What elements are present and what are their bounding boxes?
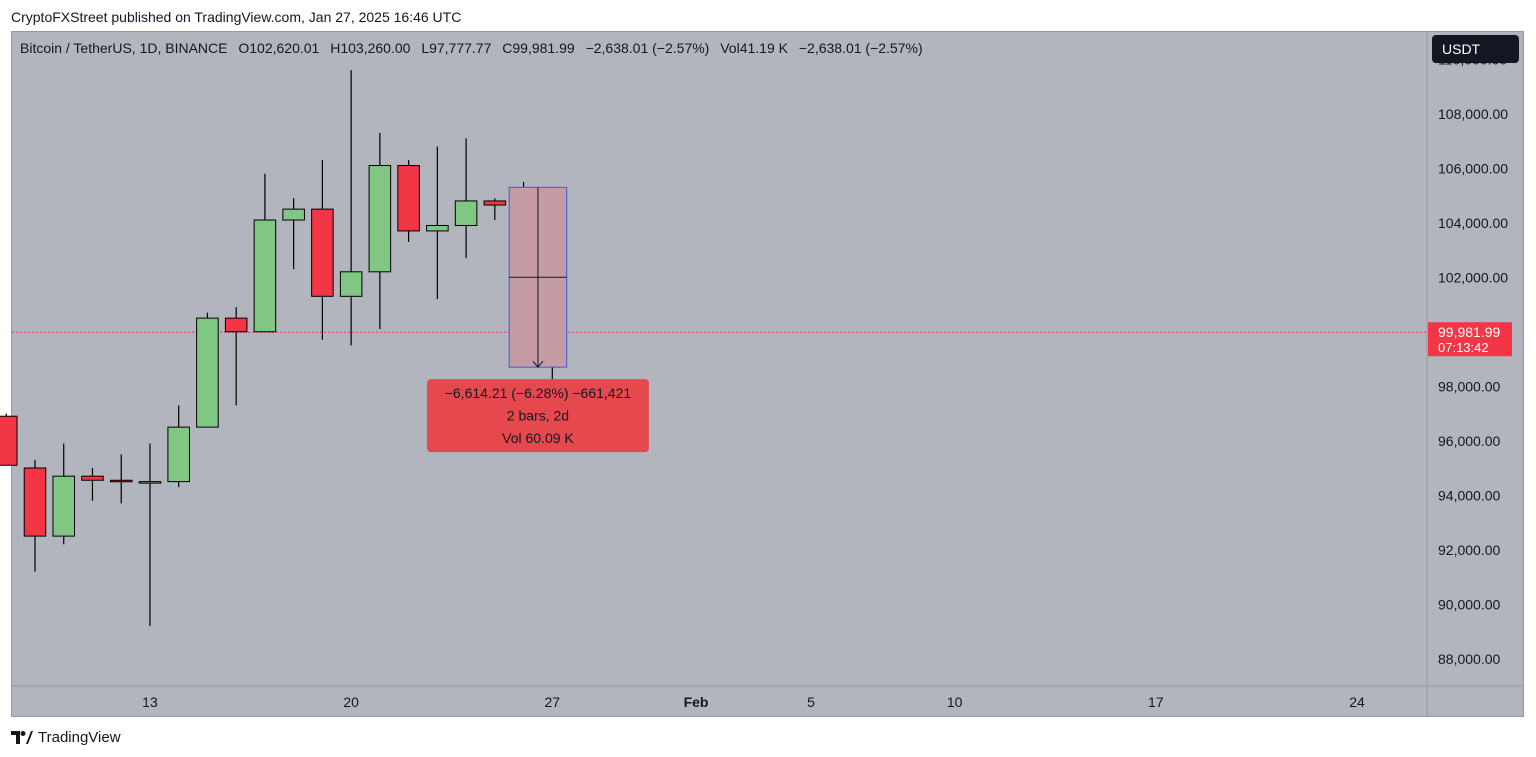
candle <box>23 459 47 572</box>
price-tick-label: 96,000.00 <box>1438 433 1500 449</box>
candle <box>253 173 277 333</box>
currency-button[interactable]: USDT <box>1432 35 1519 63</box>
candle <box>454 138 478 259</box>
tradingview-brand: TradingView <box>38 729 121 746</box>
price-tick-label: 94,000.00 <box>1438 487 1500 503</box>
candle <box>81 468 104 501</box>
legend-volume: Vol41.19 K <box>720 40 788 56</box>
candle-body <box>0 415 18 466</box>
countdown-label: 07:13:42 <box>1438 340 1489 355</box>
last-price-label: 99,981.99 <box>1438 324 1500 340</box>
legend-change: −2,638.01 (−2.57%) <box>585 40 710 56</box>
legend-low: L97,777.77 <box>421 40 492 56</box>
tradingview-logo[interactable]: TradingView <box>11 729 121 746</box>
price-tick-label: 102,000.00 <box>1438 269 1508 285</box>
legend-volume-change: −2,638.01 (−2.57%) <box>798 40 923 56</box>
candle <box>196 312 219 428</box>
price-tick-label: 104,000.00 <box>1438 215 1508 231</box>
measure-label-line: Vol 60.09 K <box>502 430 574 446</box>
candle <box>224 307 248 406</box>
legend-close: C99,981.99 <box>502 40 575 56</box>
tradingview-logo-icon <box>11 730 33 744</box>
measure-label-line: −6,614.21 (−6.28%) −661,421 <box>445 385 632 401</box>
publisher-line: CryptoFXStreet published on TradingView.… <box>11 9 462 25</box>
price-tick-label: 106,000.00 <box>1438 160 1508 176</box>
time-tick-label: 27 <box>545 694 561 710</box>
axes-layer: 88,000.00 90,000.00 92,000.00 94,000.00 96,0… <box>12 32 1523 716</box>
price-tick-label: 90,000.00 <box>1438 596 1500 612</box>
candle-body <box>454 200 478 226</box>
chart-pane[interactable] <box>11 31 1524 717</box>
measure-arrow-head <box>532 360 544 368</box>
candle <box>109 454 133 504</box>
candle-body <box>483 200 507 206</box>
price-tick-label: 92,000.00 <box>1438 542 1500 558</box>
legend-open: O102,620.01 <box>238 40 320 56</box>
last-price-badge <box>1428 322 1512 357</box>
price-tick-label: 98,000.00 <box>1438 378 1500 394</box>
price-tick-label: 88,000.00 <box>1438 651 1500 667</box>
candle <box>282 198 305 270</box>
candle <box>426 146 449 300</box>
candle-body <box>52 475 76 537</box>
price-tick-label: 108,000.00 <box>1438 106 1508 122</box>
candle-body <box>311 208 334 297</box>
candles-layer <box>0 70 564 627</box>
time-tick-label: 13 <box>142 694 158 710</box>
candle-body <box>224 317 248 333</box>
candle <box>368 132 392 330</box>
legend-symbol: Bitcoin / TetherUS, 1D, BINANCE <box>20 40 228 56</box>
time-tick-label: 10 <box>947 694 963 710</box>
candle <box>0 413 18 466</box>
candle-body <box>397 165 420 232</box>
measure-label-line: 2 bars, 2d <box>507 408 569 424</box>
candle-body <box>426 224 449 232</box>
candle <box>167 405 190 488</box>
candle-body <box>282 208 305 221</box>
candle-body <box>196 317 219 428</box>
measurement-layer: −6,614.21 (−6.28%) −661,421 2 bars, 2d Vol… <box>426 186 649 453</box>
candle <box>483 198 507 221</box>
candle-body <box>368 165 392 273</box>
measure-label-box <box>426 379 649 453</box>
ohlc-legend: Bitcoin / TetherUS, 1D, BINANCE O102,620… <box>20 40 930 56</box>
candle-body <box>138 481 162 484</box>
time-tick-label: 24 <box>1349 694 1365 710</box>
time-tick-label: Feb <box>684 694 709 710</box>
candle-body <box>23 467 47 537</box>
candle <box>52 443 76 545</box>
time-tick-label: 17 <box>1148 694 1164 710</box>
candle <box>397 160 420 242</box>
time-tick-label: 5 <box>807 694 815 710</box>
candle-body <box>109 479 133 483</box>
candle <box>339 70 363 346</box>
candle-body <box>339 271 363 297</box>
candle-body <box>253 219 277 333</box>
candle-body <box>167 426 190 483</box>
time-tick-label: 20 <box>343 694 359 710</box>
candle <box>138 443 162 627</box>
candle <box>311 160 334 340</box>
legend-high: H103,260.00 <box>330 40 411 56</box>
candle-body <box>81 475 104 481</box>
